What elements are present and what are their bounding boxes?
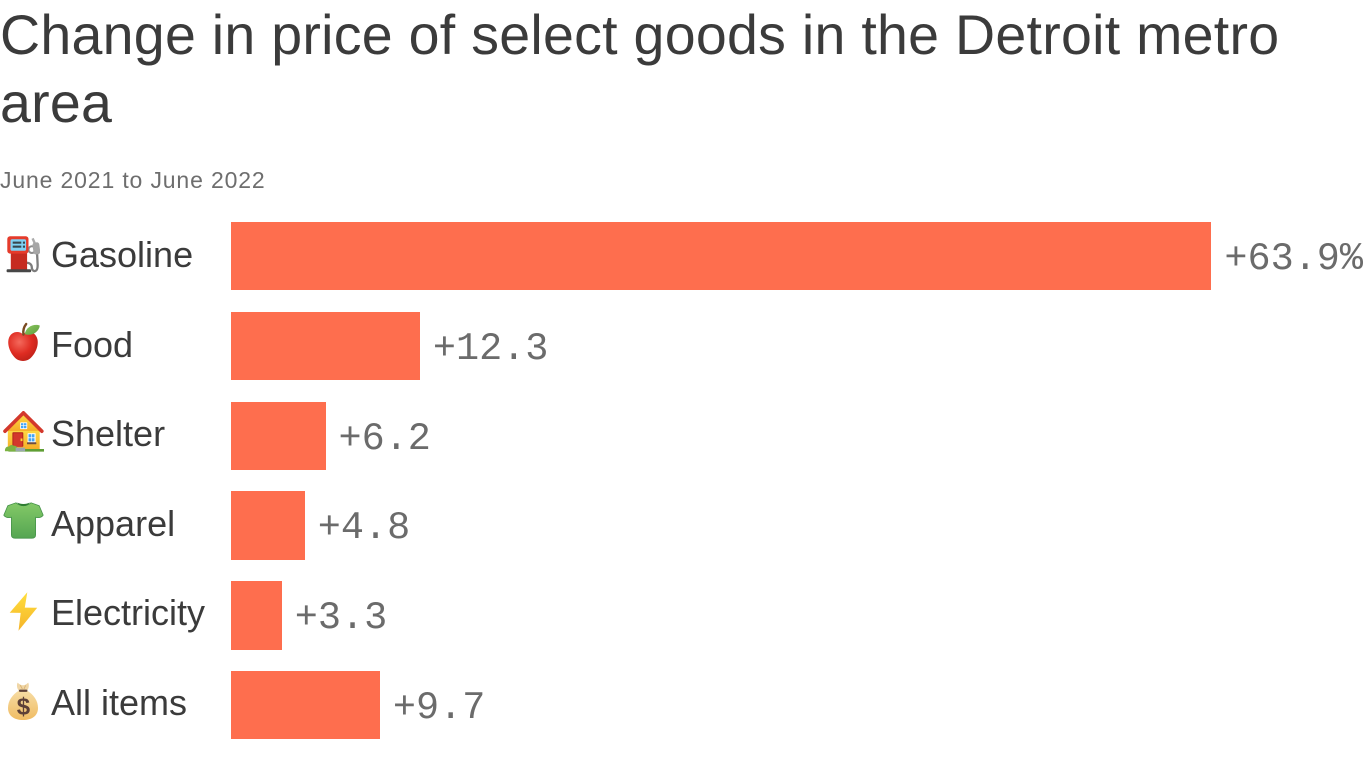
svg-text:$: $: [17, 694, 31, 721]
